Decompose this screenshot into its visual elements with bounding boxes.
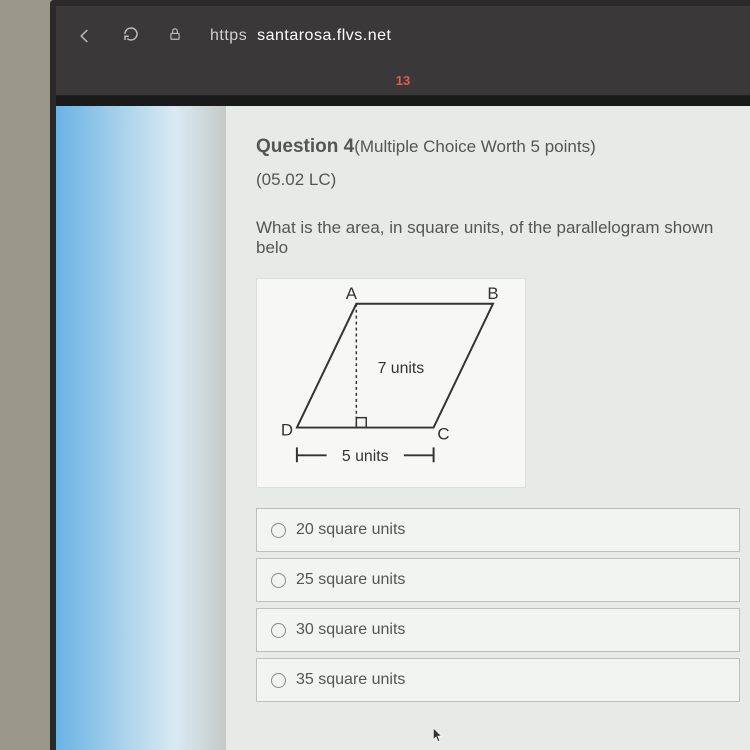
vertex-c-label: C bbox=[437, 424, 449, 443]
sidebar-gradient bbox=[56, 106, 226, 750]
option-b[interactable]: 25 square units bbox=[256, 558, 740, 602]
question-number: Question 4 bbox=[256, 136, 354, 157]
question-panel: Question 4(Multiple Choice Worth 5 point… bbox=[226, 106, 750, 750]
tab-badge[interactable]: 13 bbox=[396, 73, 410, 88]
lock-icon bbox=[168, 25, 182, 48]
radio-icon bbox=[271, 573, 286, 588]
option-d[interactable]: 35 square units bbox=[256, 658, 740, 702]
vertex-a-label: A bbox=[346, 284, 358, 303]
vertex-b-label: B bbox=[487, 284, 498, 303]
url-text[interactable]: https santarosa.flvs.net bbox=[210, 27, 391, 45]
vertex-d-label: D bbox=[281, 420, 293, 439]
parallelogram-diagram: A B C D 7 units 5 units bbox=[256, 278, 526, 488]
radio-icon bbox=[271, 623, 286, 638]
back-icon[interactable] bbox=[76, 27, 94, 45]
page-content: Question 4(Multiple Choice Worth 5 point… bbox=[56, 106, 750, 750]
option-label: 35 square units bbox=[296, 671, 405, 689]
browser-toolbar: https santarosa.flvs.net bbox=[56, 6, 750, 66]
option-a[interactable]: 20 square units bbox=[256, 508, 740, 552]
tab-indicator-bar: 13 bbox=[56, 66, 750, 96]
question-worth: (Multiple Choice Worth 5 points) bbox=[354, 137, 596, 156]
option-label: 25 square units bbox=[296, 571, 405, 589]
question-code: (05.02 LC) bbox=[256, 170, 740, 190]
option-label: 30 square units bbox=[296, 621, 405, 639]
option-label: 20 square units bbox=[296, 521, 405, 539]
pointer-cursor-icon bbox=[426, 726, 448, 748]
radio-icon bbox=[271, 523, 286, 538]
question-prompt: What is the area, in square units, of th… bbox=[256, 218, 740, 258]
refresh-icon[interactable] bbox=[122, 25, 140, 48]
height-label: 7 units bbox=[378, 360, 425, 377]
answer-options: 20 square units 25 square units 30 squar… bbox=[256, 508, 740, 702]
option-c[interactable]: 30 square units bbox=[256, 608, 740, 652]
url-scheme: https bbox=[210, 27, 247, 44]
radio-icon bbox=[271, 673, 286, 688]
device-frame: https santarosa.flvs.net 13 Question 4(M… bbox=[50, 0, 750, 750]
base-label: 5 units bbox=[342, 448, 389, 465]
question-heading: Question 4(Multiple Choice Worth 5 point… bbox=[256, 136, 740, 158]
url-host: santarosa.flvs.net bbox=[257, 27, 391, 44]
